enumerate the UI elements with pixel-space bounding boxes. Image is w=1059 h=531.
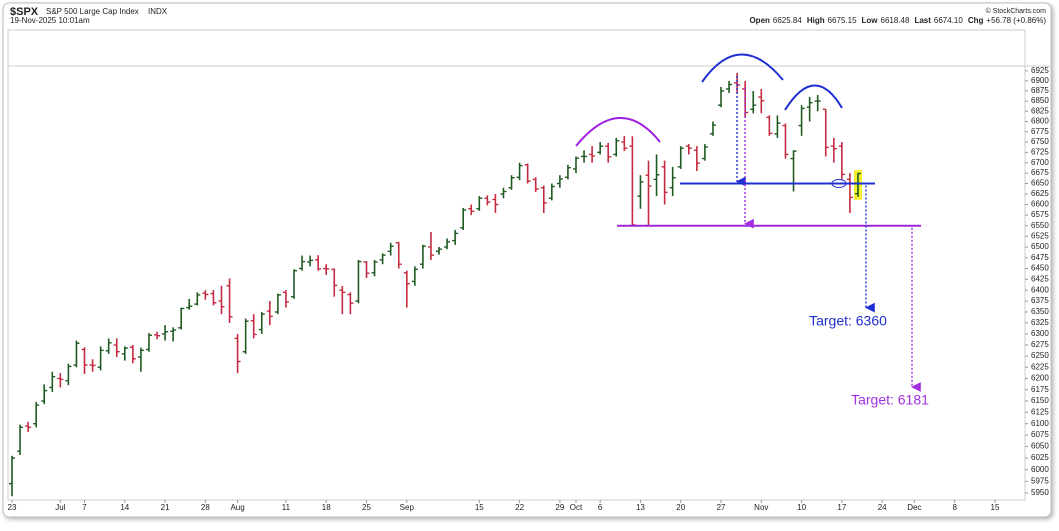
y-tick-label: 6225 — [1031, 362, 1049, 371]
x-tick-label: 24 — [878, 503, 887, 512]
y-tick-label: 5950 — [1031, 488, 1049, 497]
x-tick-label: 22 — [515, 503, 524, 512]
x-tick-label: 7 — [82, 503, 87, 512]
y-tick-label: 6700 — [1031, 158, 1049, 167]
x-tick-label: 15 — [475, 503, 484, 512]
y-tick-label: 6400 — [1031, 285, 1049, 294]
x-tick-label: Jul — [55, 503, 65, 512]
y-tick-label: 6100 — [1031, 419, 1049, 428]
y-tick-label: 6075 — [1031, 430, 1049, 439]
quote: Open 6625.84 High 6675.15 Low 6618.48 Last 6674… — [749, 16, 1046, 25]
y-tick-label: 6175 — [1031, 385, 1049, 394]
x-tick-label: 29 — [555, 503, 564, 512]
y-tick-label: 6200 — [1031, 374, 1049, 383]
x-tick-label: 11 — [282, 503, 291, 512]
left-shoulder-arc — [575, 117, 661, 147]
y-tick-label: 6425 — [1031, 274, 1049, 283]
quote-value: 6625.84 — [773, 16, 802, 25]
y-tick-label: 6825 — [1031, 106, 1049, 115]
x-tick-label: 17 — [837, 503, 846, 512]
y-tick-label: 6925 — [1031, 66, 1049, 75]
x-tick-label: 8 — [952, 503, 957, 512]
y-tick-label: 6750 — [1031, 137, 1049, 146]
y-tick-label: 6500 — [1031, 242, 1049, 251]
y-tick-label: 6125 — [1031, 407, 1049, 416]
right-shoulder-arc — [784, 84, 843, 111]
y-tick-label: 6550 — [1031, 221, 1049, 230]
x-tick-label: Nov — [754, 503, 768, 512]
y-tick-label: 6475 — [1031, 253, 1049, 262]
index-name: S&P 500 Large Cap Index — [46, 7, 139, 16]
x-tick-label: Sep — [400, 503, 415, 512]
x-tick-label: Aug — [230, 503, 244, 512]
exchange: INDX — [148, 7, 168, 16]
y-tick-label: 6325 — [1031, 318, 1049, 327]
y-tick-label: 6000 — [1031, 465, 1049, 474]
quote-label: Chg — [968, 16, 984, 25]
x-tick-label: 25 — [362, 503, 371, 512]
symbol: $SPX — [10, 6, 39, 18]
x-tick-label: 14 — [120, 503, 129, 512]
y-tick-label: 6675 — [1031, 168, 1049, 177]
y-tick-label: 6725 — [1031, 147, 1049, 156]
x-tick-label: 10 — [797, 503, 806, 512]
quote-value: 6674.10 — [934, 16, 963, 25]
target-label: Target: 6360 — [809, 312, 887, 328]
x-tick-label: 20 — [676, 503, 685, 512]
y-tick-label: 6875 — [1031, 86, 1049, 95]
head-arc — [701, 53, 784, 83]
x-tick-label: 21 — [161, 503, 170, 512]
frame — [2, 2, 1052, 518]
y-tick-label: 6650 — [1031, 179, 1049, 188]
x-tick-label: Oct — [570, 503, 583, 512]
y-tick-label: 6800 — [1031, 117, 1049, 126]
x-tick-label: 27 — [717, 503, 726, 512]
y-tick-label: 6275 — [1031, 340, 1049, 349]
y-tick-label: 6850 — [1031, 96, 1049, 105]
y-tick-label: 6625 — [1031, 189, 1049, 198]
quote-label: Last — [914, 16, 931, 25]
quote-label: Open — [749, 16, 770, 25]
y-tick-label: 6450 — [1031, 264, 1049, 273]
y-tick-label: 6600 — [1031, 200, 1049, 209]
y-tick-label: 6025 — [1031, 453, 1049, 462]
date: 19-Nov-2025 10:01am — [10, 16, 90, 25]
x-tick-label: 6 — [598, 503, 603, 512]
y-tick-label: 6900 — [1031, 76, 1049, 85]
quote-label: Low — [862, 16, 879, 25]
x-tick-label: 23 — [8, 503, 17, 512]
quote-label: High — [807, 16, 825, 25]
y-tick-label: 5975 — [1031, 476, 1049, 485]
x-tick-label: 15 — [991, 503, 1000, 512]
target-label: Target: 6181 — [851, 392, 929, 408]
credit: © StockCharts.com — [986, 7, 1047, 15]
y-tick-label: 6525 — [1031, 231, 1049, 240]
x-tick-label: 18 — [322, 503, 331, 512]
y-tick-label: 6775 — [1031, 127, 1049, 136]
y-tick-label: 6375 — [1031, 296, 1049, 305]
y-tick-label: 6350 — [1031, 307, 1049, 316]
y-tick-label: 6250 — [1031, 351, 1049, 360]
quote-value: 6618.48 — [881, 16, 910, 25]
quote-value: 6675.15 — [828, 16, 857, 25]
neckline-circle — [831, 179, 847, 189]
x-tick-label: Dec — [907, 503, 921, 512]
plot-frame — [7, 29, 1026, 501]
y-tick-label: 6575 — [1031, 210, 1049, 219]
x-tick-label: 28 — [201, 503, 210, 512]
quote-value: +56.78 (+0.86%) — [986, 16, 1046, 25]
x-tick-label: 13 — [636, 503, 645, 512]
y-tick-label: 6050 — [1031, 442, 1049, 451]
y-tick-label: 6150 — [1031, 396, 1049, 405]
y-tick-label: 6300 — [1031, 329, 1049, 338]
